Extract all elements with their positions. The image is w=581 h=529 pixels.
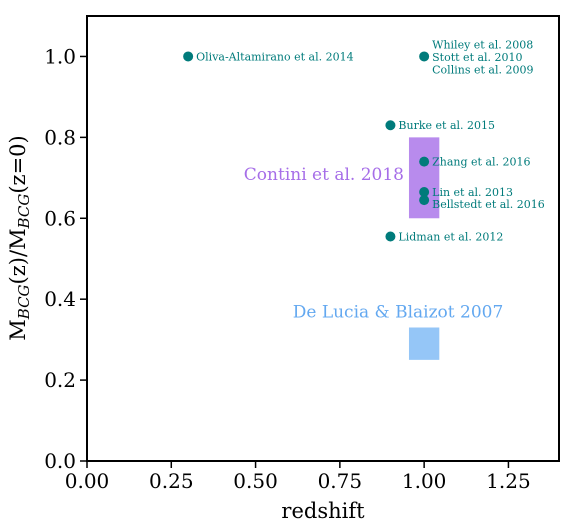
data-point-4 [419,186,430,197]
y-tick-label-3: 0.6 [44,206,76,230]
x-tick-label-1: 0.25 [149,469,194,493]
point-label-2-0: Burke et al. 2015 [398,119,495,132]
x-tick-label-5: 1.25 [486,469,531,493]
y-axis-label: MBCG(z)/MBCG(z=0) [6,135,33,340]
region-label-1: De Lucia & Blaizot 2007 [293,302,504,322]
region-1 [408,327,440,360]
point-label-1-2: Collins et al. 2009 [432,63,533,76]
y-tick-label-5: 1.0 [44,44,76,68]
y-axis-ticks: 0.0 0.2 0.4 0.6 0.8 1.0 [44,44,87,473]
y-tick-label-4: 0.8 [44,125,76,149]
point-label-6-0: Lidman et al. 2012 [398,230,503,243]
data-point-3 [419,156,430,167]
points-layer [183,51,430,242]
x-axis-label: redshift [281,499,365,523]
x-tick-label-2: 0.50 [233,469,278,493]
plot-frame [86,15,560,462]
y-tick-label-2: 0.4 [44,287,76,311]
point-label-1-0: Whiley et al. 2008 [432,38,533,51]
data-point-1 [419,51,430,62]
point-label-5-0: Bellstedt et al. 2016 [432,198,545,211]
point-label-3-0: Zhang et al. 2016 [432,156,530,169]
data-point-5 [419,195,430,206]
x-tick-label-4: 1.00 [402,469,447,493]
annotations-layer: Oliva-Altamirano et al. 2014 Whiley et al… [196,38,545,243]
x-tick-label-3: 0.75 [318,469,363,493]
point-label-0-0: Oliva-Altamirano et al. 2014 [196,50,353,63]
y-tick-label-1: 0.2 [44,368,76,392]
data-point-2 [385,120,396,131]
point-label-4-0: Lin et al. 2013 [432,186,513,199]
regions-layer: Contini et al. 2018 De Lucia & Blaizot 20… [244,137,503,360]
region-label-0: Contini et al. 2018 [244,165,404,185]
y-tick-label-0: 0.0 [44,449,76,473]
x-tick-label-0: 0.00 [65,469,110,493]
data-point-6 [385,231,396,242]
point-label-1-1: Stott et al. 2010 [432,51,522,64]
x-axis-ticks: 0.00 0.25 0.50 0.75 1.00 1.25 [65,461,531,493]
data-point-0 [183,51,194,62]
